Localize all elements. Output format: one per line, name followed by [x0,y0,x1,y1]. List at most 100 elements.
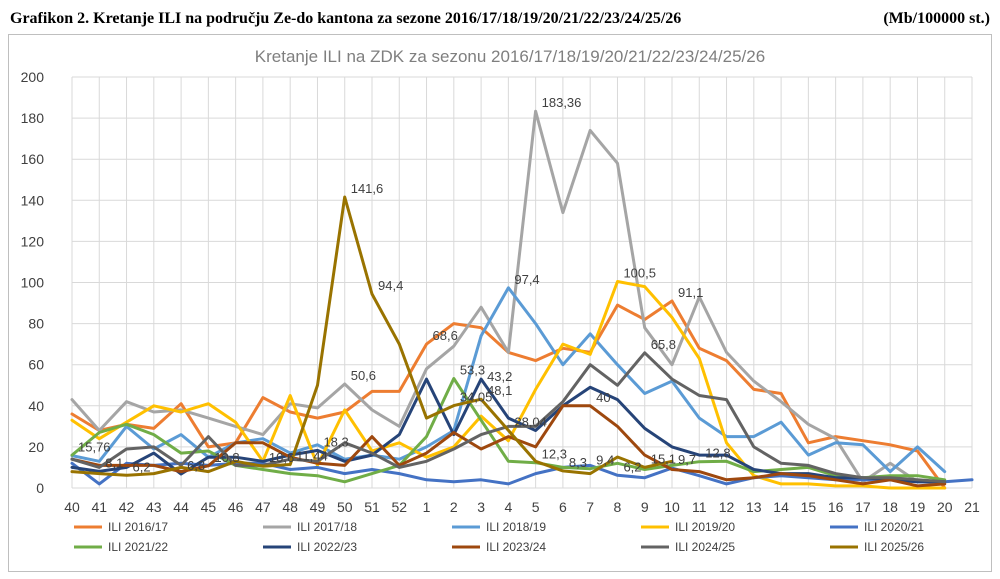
y-tick-label: 140 [21,192,45,208]
data-label: 53,3 [460,362,485,377]
legend: ILI 2016/17 ILI 2017/18 ILI 2018/19 ILI 201… [74,520,924,554]
x-tick-label: 44 [173,499,189,515]
series-line-7 [70,404,947,488]
x-tick-label: 48 [282,499,298,515]
data-label: 97,4 [514,272,539,287]
data-label: 68,6 [433,328,458,343]
legend-label: ILI 2022/23 [297,540,357,554]
y-tick-label: 180 [21,110,45,126]
data-label: 12,8 [705,446,730,461]
x-tick-label: 47 [255,499,271,515]
y-tick-label: 120 [21,233,45,249]
data-label: 183,36 [542,95,582,110]
x-tick-label: 43 [146,499,162,515]
data-label: 15,1 [651,451,676,466]
figure-caption: Grafikon 2. Kretanje ILI na području Ze-… [10,10,682,27]
data-label: 50,6 [351,368,376,383]
series-line-8 [70,351,947,484]
y-tick-label: 160 [21,151,45,167]
data-label: 6,2 [133,459,151,474]
chart-title: Kretanje ILI na ZDK za sezonu 2016/17/18… [255,47,765,66]
x-tick-label: 18 [882,499,898,515]
legend-label: ILI 2019/20 [675,520,735,534]
data-label: 11,44 [296,448,328,463]
y-tick-label: 80 [28,316,44,332]
data-label: 9,7 [678,452,696,467]
y-tick-label: 100 [21,275,45,291]
x-tick-label: 3 [477,499,485,515]
x-tick-label: 20 [937,499,953,515]
y-tick-label: 20 [28,439,44,455]
y-tick-label: 40 [28,398,44,414]
legend-label: ILI 2018/19 [486,520,546,534]
series-line-2 [70,286,947,474]
x-tick-label: 10 [664,499,680,515]
x-tick-label: 16 [828,499,844,515]
series-line-3 [70,280,947,490]
x-tick-label: 46 [228,499,244,515]
data-label: 18,3 [323,434,348,449]
x-tick-label: 21 [964,499,980,515]
data-label: 12,3 [542,447,567,462]
x-axis-ticks: 40 41 42 43 44 45 46 47 48 49 50 51 52 1 2 3 4 5 6 7 8 9 10 11 1… [64,499,980,515]
x-tick-label: 13 [746,499,762,515]
legend-label: ILI 2020/21 [864,520,924,534]
data-label: 8,3 [569,455,587,470]
data-label: 43,2 [487,369,512,384]
legend-label: ILI 2017/18 [297,520,357,534]
x-tick-label: 17 [855,499,871,515]
x-tick-label: 49 [310,499,326,515]
x-tick-label: 41 [91,499,107,515]
report-header: Grafikon 2. Kretanje ILI na području Ze-… [10,6,990,32]
x-tick-label: 15 [801,499,817,515]
data-label: 34,05 [460,390,493,405]
x-tick-label: 8 [614,499,622,515]
data-label: 10,6 [269,450,294,465]
legend-label: ILI 2025/26 [864,540,924,554]
x-tick-label: 52 [391,499,407,515]
x-tick-label: 11 [692,499,707,515]
y-tick-label: 0 [36,480,44,496]
unit-label: (Mb/100000 st.) [883,10,990,27]
data-label: 40 [596,390,610,405]
legend-label: ILI 2016/17 [108,520,168,534]
legend-label: ILI 2024/25 [675,540,735,554]
data-label: 28,04 [514,414,547,429]
data-label: 9,4 [596,453,614,468]
x-tick-label: 40 [64,499,80,515]
legend-label: ILI 2023/24 [486,540,546,554]
x-tick-label: 14 [773,499,789,515]
y-tick-label: 60 [28,357,44,373]
x-tick-label: 4 [504,499,512,515]
x-tick-label: 9 [641,499,649,515]
data-label: 10,8 [214,450,239,465]
data-label: 100,5 [623,265,656,280]
chart-frame [8,34,992,572]
data-label: 94,4 [378,278,403,293]
x-tick-label: 2 [450,499,458,515]
y-axis-ticks: 0 20 40 60 80 100 120 140 160 180 200 [21,69,45,496]
data-label: 6,2 [623,459,641,474]
x-tick-label: 5 [532,499,540,515]
x-tick-label: 42 [119,499,135,515]
x-tick-label: 12 [719,499,735,515]
data-label: 141,6 [351,181,384,196]
x-tick-label: 51 [364,499,380,515]
data-label: 6,8 [187,458,205,473]
series-line-1 [70,109,947,484]
x-tick-label: 7 [586,499,594,515]
y-tick-label: 200 [21,69,45,85]
data-label: 8,1 [105,455,123,470]
legend-label: ILI 2021/22 [108,540,168,554]
x-tick-label: 50 [337,499,353,515]
x-tick-label: 1 [423,499,431,515]
data-label: 15,76 [78,440,111,455]
data-label: 91,1 [678,285,703,300]
x-tick-label: 6 [559,499,567,515]
series-line-9 [70,195,674,477]
x-tick-label: 19 [910,499,926,515]
data-label: 48,1 [487,383,512,398]
series-lines [70,109,974,490]
